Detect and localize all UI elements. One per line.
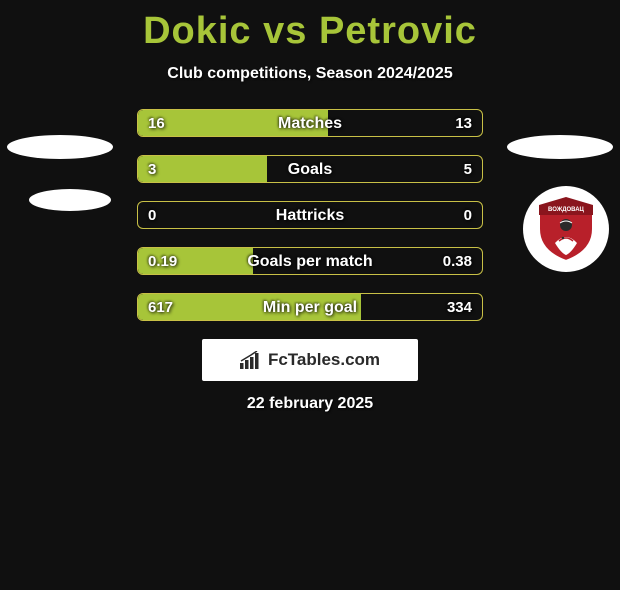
subtitle: Club competitions, Season 2024/2025 [0,65,620,83]
stat-row: 16 Matches 13 [137,109,483,137]
stat-row: 617 Min per goal 334 [137,293,483,321]
stat-value-right: 334 [447,294,472,321]
stat-row: 3 Goals 5 [137,155,483,183]
stat-value-left: 0 [148,202,156,229]
stat-value-left: 0.19 [148,248,177,275]
branding-badge: FcTables.com [202,339,418,381]
stats-container: 16 Matches 13 3 Goals 5 0 Hattricks 0 0.19 Goals p… [0,109,620,321]
branding-text: FcTables.com [268,350,380,370]
stat-bar-left [138,156,267,182]
stat-value-left: 16 [148,110,165,137]
stat-row: 0.19 Goals per match 0.38 [137,247,483,275]
stat-label: Matches [278,110,342,137]
stat-value-left: 617 [148,294,173,321]
stat-value-right: 0.38 [443,248,472,275]
stat-value-right: 5 [464,156,472,183]
stat-value-right: 13 [455,110,472,137]
stat-value-right: 0 [464,202,472,229]
date-text: 22 february 2025 [0,395,620,413]
stat-value-left: 3 [148,156,156,183]
stat-row: 0 Hattricks 0 [137,201,483,229]
stat-label: Goals per match [247,248,372,275]
stat-label: Hattricks [276,202,344,229]
stat-label: Min per goal [263,294,357,321]
chart-icon [240,351,262,369]
page-title: Dokic vs Petrovic [0,10,620,53]
stat-label: Goals [288,156,332,183]
